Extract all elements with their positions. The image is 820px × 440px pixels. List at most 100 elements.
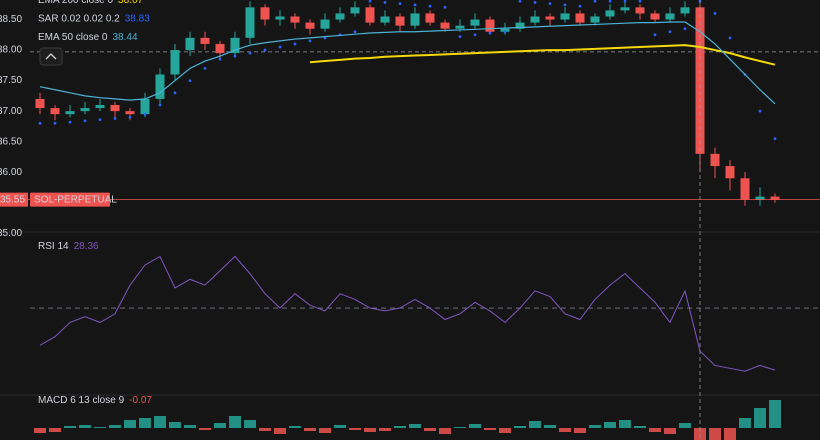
rsi-pane [30, 255, 820, 372]
macd-bar [169, 422, 181, 428]
sar-dot [98, 118, 102, 122]
legend-entry: EMA 50 close 0 38.44 [38, 32, 138, 43]
macd-bar [634, 426, 646, 428]
indicator-line [309, 44, 776, 66]
sar-dot [533, 1, 537, 4]
sar-dot [383, 1, 387, 4]
candle-body [305, 22, 315, 29]
macd-bar [154, 416, 166, 428]
candle-body [740, 178, 750, 200]
legend-name: EMA 200 close 0 [38, 0, 113, 6]
candle-body [710, 153, 720, 167]
legend-name: SAR 0.02 0.02 0.2 [38, 13, 120, 24]
macd-bar [769, 400, 781, 428]
sar-dot [578, 4, 582, 8]
sar-dot [563, 3, 567, 7]
legend-entry: SAR 0.02 0.02 0.2 38.83 [38, 13, 150, 24]
sar-dot [308, 39, 312, 43]
y-tick-label: 37.00 [0, 106, 22, 117]
legend-value: -0.07 [129, 395, 152, 406]
sar-dot [443, 5, 447, 9]
candle-body [635, 7, 645, 14]
sar-dot [623, 0, 627, 3]
candle-body [125, 111, 135, 115]
button-frame[interactable] [39, 47, 63, 66]
candle-body [575, 13, 585, 23]
collapse-button[interactable] [39, 47, 63, 66]
sar-dot [248, 51, 252, 55]
sar-dot [128, 115, 132, 119]
macd-bar [274, 428, 286, 434]
sar-dot [173, 91, 177, 95]
candle-body [455, 25, 465, 29]
candle-body [410, 13, 420, 26]
candle-body [320, 19, 330, 29]
candle-body [500, 28, 510, 32]
macd-bar [709, 428, 721, 440]
macd-bar [184, 425, 196, 428]
macd-bar [679, 423, 691, 428]
macd-bar [469, 424, 481, 428]
macd-bar [394, 426, 406, 428]
candle-body [215, 43, 225, 54]
sar-dot [278, 45, 282, 49]
candle-body [530, 16, 540, 23]
candle-body [140, 98, 150, 115]
macd-bar [244, 420, 256, 428]
candle-body [155, 74, 165, 99]
macd-bar [334, 425, 346, 428]
candle-body [485, 19, 495, 32]
sar-dot [188, 79, 192, 82]
candle-body [770, 196, 780, 200]
candle-body [425, 13, 435, 23]
sar-dot [518, 0, 522, 3]
sar-dot [458, 35, 462, 39]
macd-bar [514, 426, 526, 428]
macd-bar [664, 428, 676, 434]
candle-body [605, 10, 615, 17]
sar-dot [158, 103, 162, 107]
candle-body [80, 108, 90, 112]
sar-dot [713, 12, 717, 15]
sar-dot [68, 120, 72, 124]
candle-body [380, 16, 390, 23]
candle-body [245, 7, 255, 38]
indicator-line [39, 255, 776, 372]
sar-dot [653, 33, 657, 37]
macd-bar [544, 425, 556, 428]
macd-bar [124, 420, 136, 428]
macd-bar [649, 428, 661, 432]
macd-bar [619, 420, 631, 428]
macd-bar [34, 428, 46, 433]
legend-value: 38.83 [125, 13, 150, 24]
price-badge-label: 35.55 [0, 194, 25, 205]
candle-body [275, 16, 285, 20]
macd-bar [589, 425, 601, 428]
macd-bar [574, 428, 586, 433]
y-tick-label: 37.50 [0, 75, 22, 86]
sar-dot [488, 31, 492, 35]
sar-dot [428, 4, 432, 8]
sar-dot [368, 0, 372, 3]
macd-bar [64, 426, 76, 428]
candle-body [335, 13, 345, 20]
indicator-line [39, 21, 776, 105]
sar-dot [263, 48, 267, 52]
macd-bar [604, 422, 616, 428]
sar-dot [413, 3, 417, 7]
candle-body [440, 22, 450, 29]
sar-dot [83, 119, 87, 123]
legend-name: MACD 6 13 close 9 [38, 395, 125, 406]
candle-body [680, 7, 690, 14]
y-tick-label: 38.50 [0, 14, 22, 25]
legend: EMA 200 close 0 38.07 SAR 0.02 0.02 0.2 38.… [38, 0, 152, 406]
macd-bar [289, 426, 301, 428]
macd-bar [214, 423, 226, 428]
sar-dot [683, 27, 687, 31]
candle-body [185, 37, 195, 51]
macd-bar [529, 421, 541, 428]
sar-dot [53, 121, 57, 125]
sar-dot [668, 30, 672, 34]
macd-bar [409, 424, 421, 428]
